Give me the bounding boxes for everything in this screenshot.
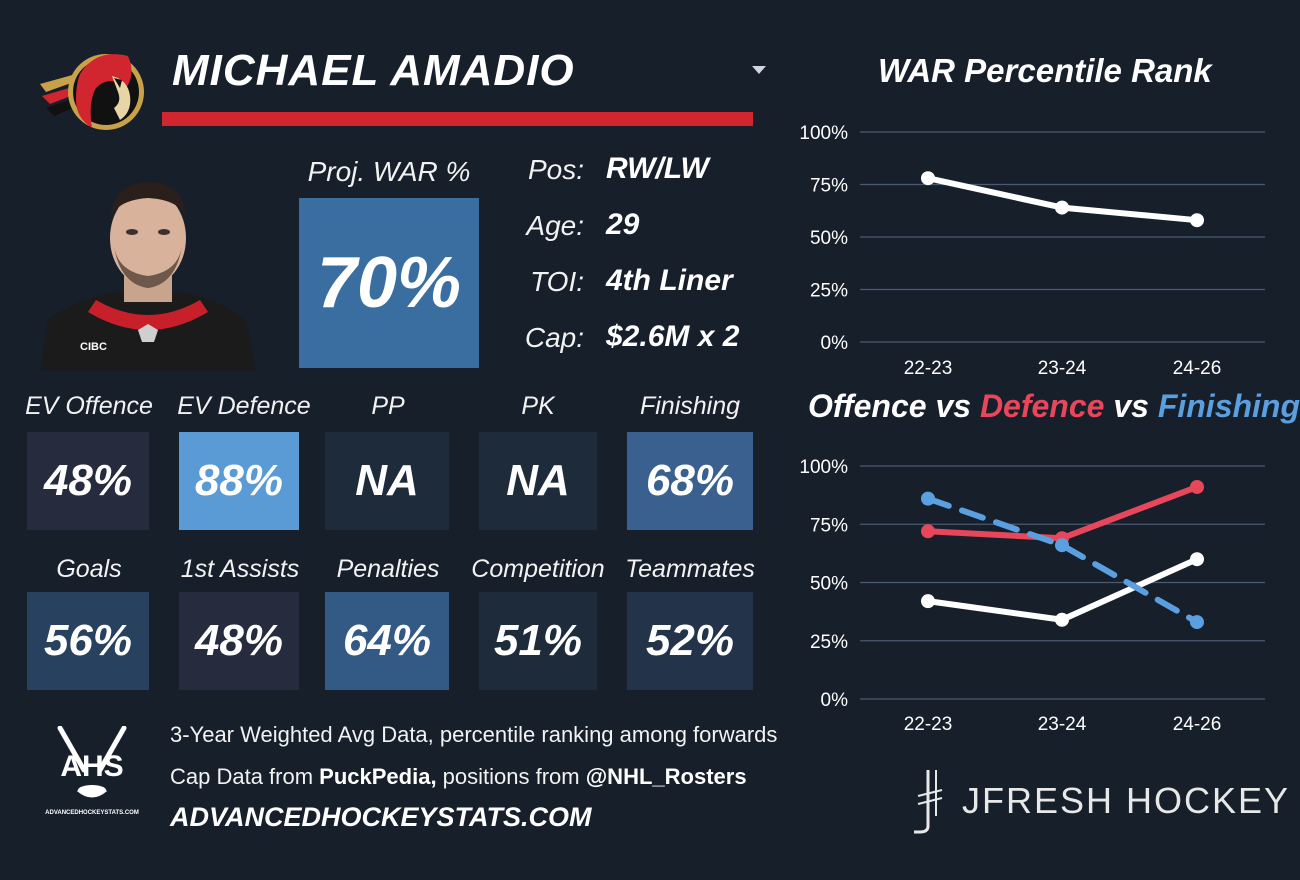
y-tick-label: 25% [810,632,848,653]
title-offence: Offence [808,388,927,424]
stat-box-competition: 51% [479,592,597,690]
title-defence: Defence [979,388,1105,424]
stat-box-ev-offence: 48% [27,432,149,530]
ahs-logo: AHS ADVANCEDHOCKEYSTATS.COM [45,726,139,816]
x-tick-label: 24-26 [1173,358,1222,379]
series-line [925,556,1200,623]
data-point [921,594,935,609]
player-name: MICHAEL AMADIO [172,46,575,95]
x-tick-label: 23-24 [1038,714,1087,735]
cap-value: $2.6M x 2 [606,320,740,353]
pos-value: RW/LW [606,152,709,185]
y-tick-label: 75% [810,515,848,536]
data-point [1190,479,1204,494]
data-point [1055,538,1069,553]
stat-label-goals: Goals [56,555,122,583]
footer-note-1: 3-Year Weighted Avg Data, percentile ran… [170,722,778,747]
stat-box-ev-defence: 88% [179,432,299,530]
stat-box-pp: NA [325,432,449,530]
data-point [1190,552,1204,567]
footer-note-2: Cap Data from PuckPedia, positions from … [170,764,747,790]
proj-war-label: Proj. WAR % [307,156,471,187]
stat-box-teammates: 52% [627,592,753,690]
footer-note-2a: Cap Data from [170,764,320,789]
jfresh-logo-icon [914,770,943,834]
site-link[interactable]: ADVANCEDHOCKEYSTATS.COM [170,802,592,832]
war-chart-title: WAR Percentile Rank [878,52,1212,89]
toi-label: TOI: [530,266,584,297]
cap-label: Cap: [524,322,584,353]
proj-war-value: 70% [299,198,479,368]
stat-box-pk: NA [479,432,597,530]
war-percentile-chart: 0% 25% 50% 75% 100% 22-23 23-24 24-26 [799,123,1265,379]
footer-note-2c: positions from [436,764,586,789]
data-point [921,491,935,506]
data-point [1190,615,1204,630]
title-vs-2: vs [1104,388,1158,424]
stat-label-ev-defence: EV Defence [177,392,311,420]
stat-label-finishing: Finishing [639,392,741,420]
team-logo [40,54,144,130]
stat-label-ev-offence: EV Offence [25,392,153,420]
ovd-chart-title: Offence vs Defence vs Finishing [808,388,1300,425]
y-tick-label: 50% [810,574,848,595]
stat-label-1st-assists: 1st Assists [180,555,300,583]
title-vs-1: vs [926,388,980,424]
puckpedia-link[interactable]: PuckPedia, [319,764,437,789]
stat-box-finishing: 68% [627,432,753,530]
data-point [1055,200,1069,215]
age-value: 29 [606,208,640,241]
toi-value: 4th Liner [606,264,733,297]
data-point [921,524,935,539]
y-tick-label: 0% [821,690,849,711]
stat-label-pp: PP [371,392,405,420]
x-tick-label: 22-23 [904,358,953,379]
pos-label: Pos: [527,154,584,185]
chevron-down-icon[interactable] [748,62,770,78]
y-tick-label: 50% [810,228,848,249]
data-point [921,171,935,186]
stat-label-pk: PK [521,392,555,420]
nhl-rosters-link[interactable]: @NHL_Rosters [585,764,747,789]
stat-box-1st-assists: 48% [179,592,299,690]
series-line [925,495,1200,626]
stat-box-goals: 56% [27,592,149,690]
x-tick-label: 22-23 [904,714,953,735]
stat-label-competition: Competition [471,555,605,583]
ahs-logo-sub: ADVANCEDHOCKEYSTATS.COM [45,810,139,816]
name-underline [162,112,753,126]
stat-label-teammates: Teammates [625,555,755,583]
stat-label-penalties: Penalties [336,555,440,583]
ahs-logo-text: AHS [60,750,123,783]
y-tick-label: 25% [810,281,848,302]
x-tick-label: 24-26 [1173,714,1222,735]
svg-text:CIBC: CIBC [80,341,107,353]
data-point [1055,612,1069,627]
y-tick-label: 75% [810,176,848,197]
y-tick-label: 100% [799,457,848,478]
stat-box-penalties: 64% [325,592,449,690]
jfresh-brand: JFRESH HOCKEY [962,780,1291,821]
age-label: Age: [526,210,584,241]
y-tick-label: 0% [821,333,849,354]
offence-defence-finishing-chart: 0% 25% 50% 75% 100% 22-23 23-24 24-26 [799,457,1265,735]
player-photo: CIBC [40,182,256,370]
x-tick-label: 23-24 [1038,358,1087,379]
data-point [1190,213,1204,228]
title-finishing: Finishing [1157,388,1300,424]
y-tick-label: 100% [799,123,848,144]
